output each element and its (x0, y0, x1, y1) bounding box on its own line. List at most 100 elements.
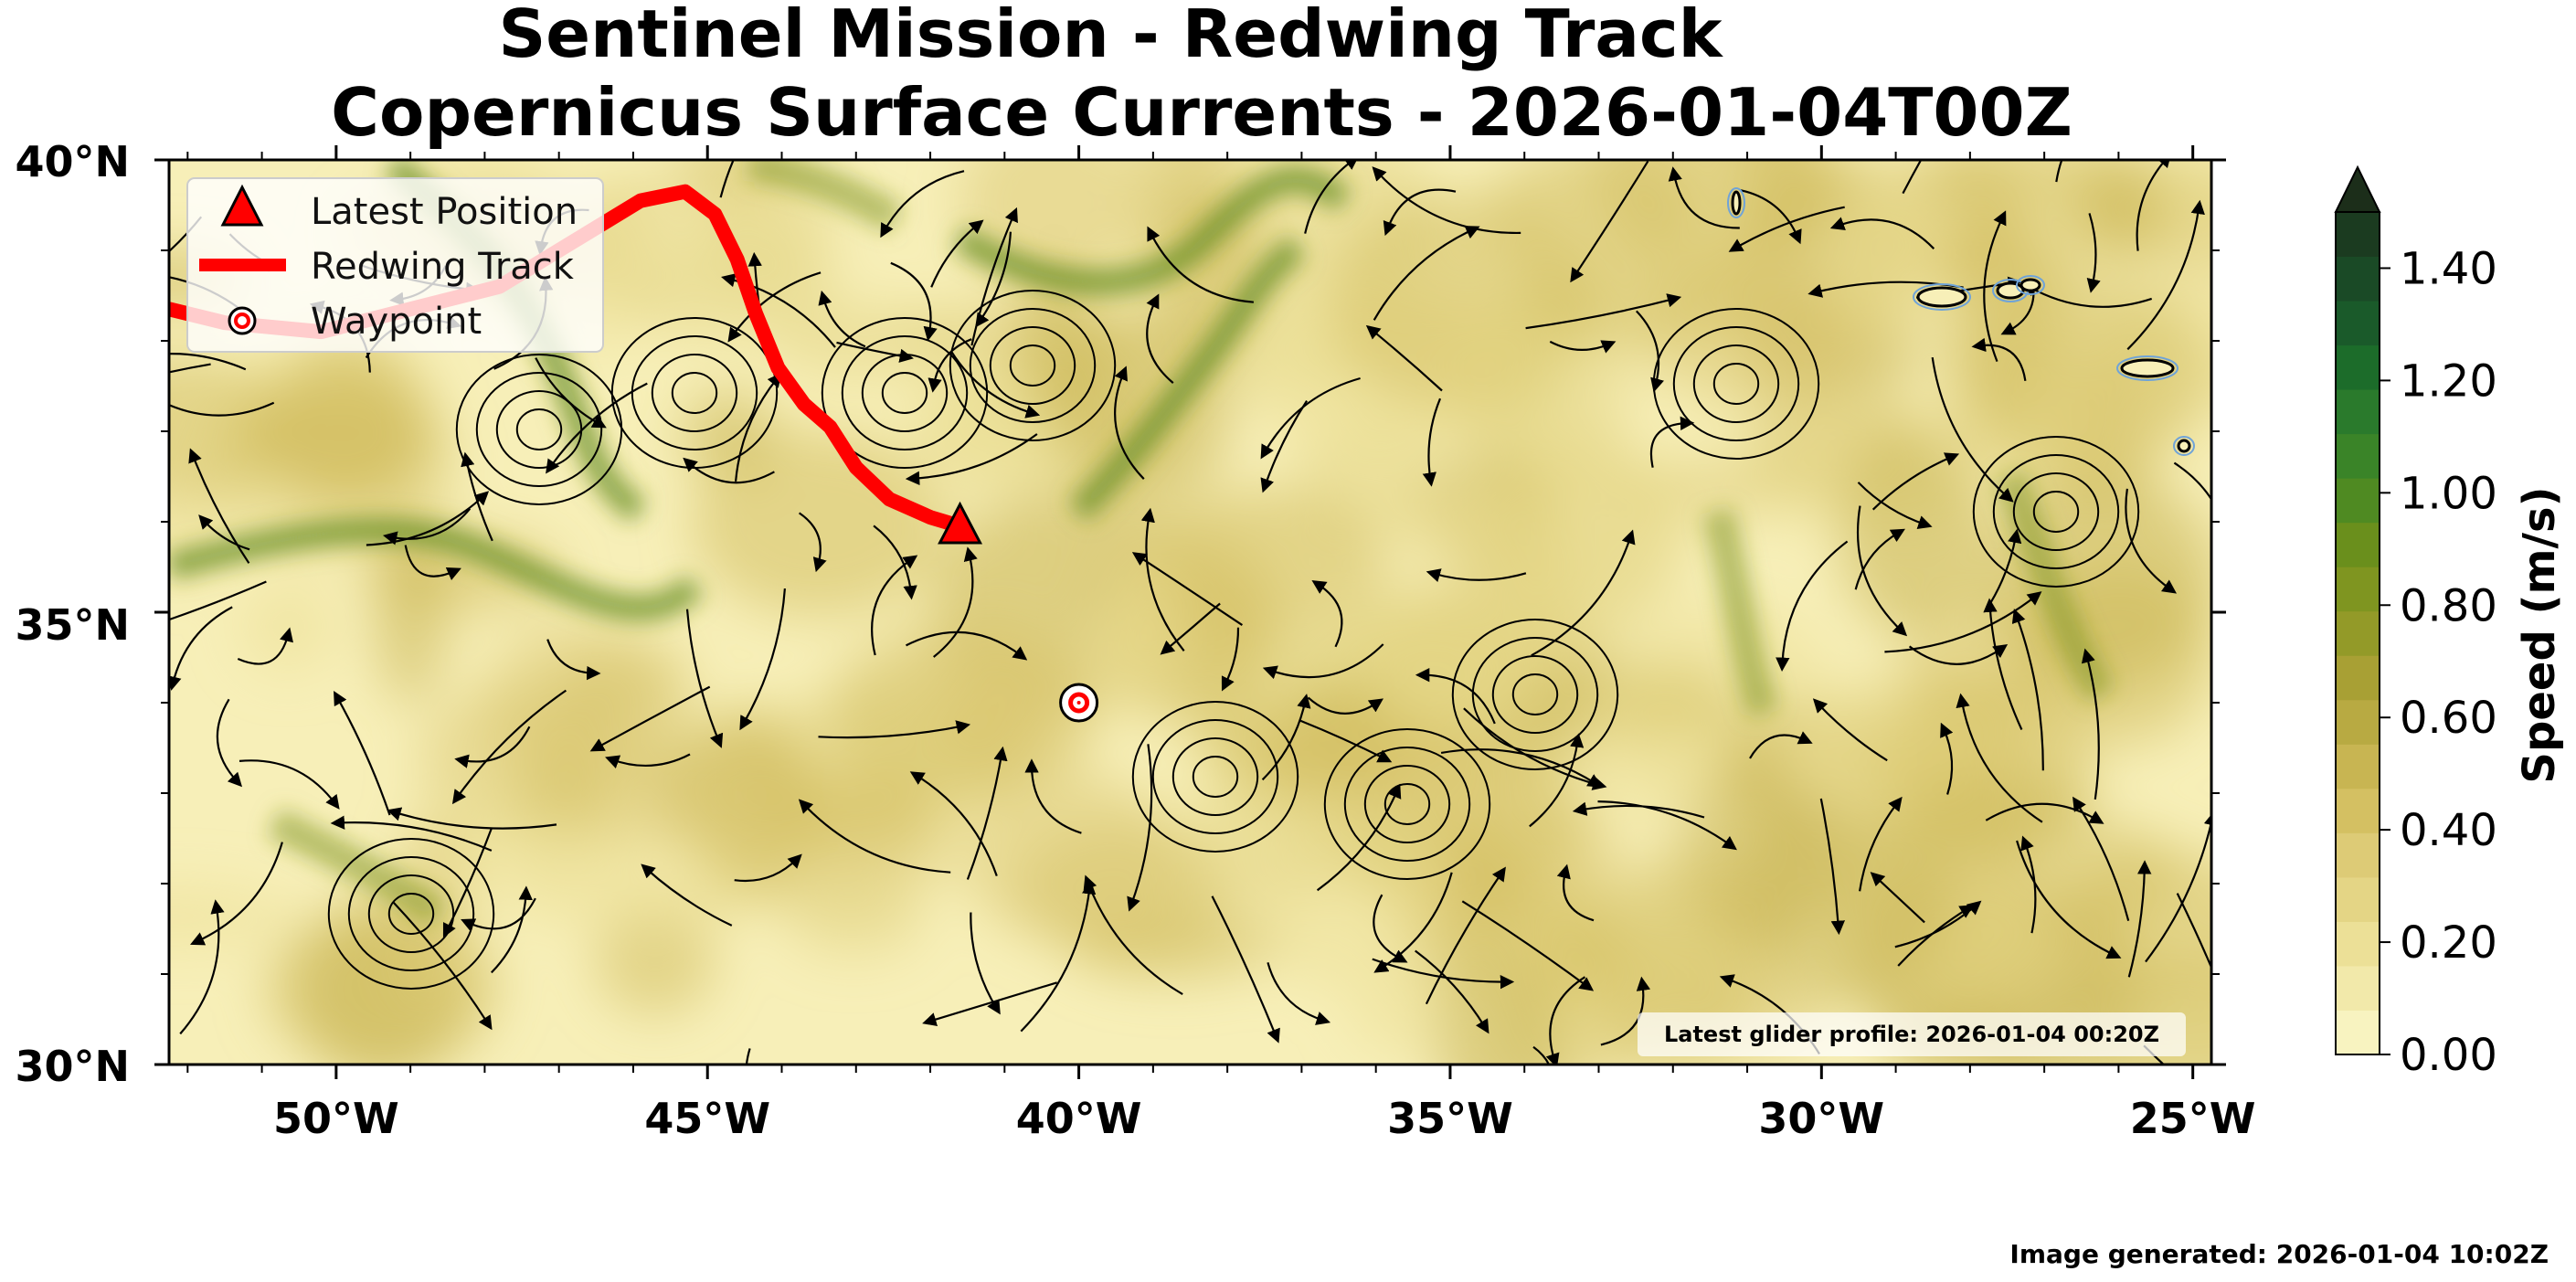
streamline (727, 271, 822, 343)
colorbar-bands (2336, 212, 2380, 1055)
speed-patch (1202, 703, 1456, 789)
image-generated-footer: Image generated: 2026-01-04 10:02Z (2009, 1239, 2549, 1269)
streamline (1383, 188, 1457, 237)
latest-position-triangle (938, 501, 983, 545)
colorbar-band (2336, 256, 2380, 302)
speed-patch (1730, 788, 1956, 1003)
colorbar-band (2336, 965, 2380, 1011)
legend-waypoint-label: Waypoint (311, 301, 482, 343)
speed-patch (2067, 851, 2211, 1000)
streamline (966, 746, 1008, 880)
speed-patch (1179, 780, 1357, 899)
streamline (641, 863, 733, 927)
island-halo (2116, 355, 2178, 381)
streamline (1531, 529, 1636, 657)
colorbar-band (2336, 522, 2380, 567)
streamline (1211, 895, 1280, 1044)
colorbar-band (2336, 567, 2380, 612)
streamline (2011, 608, 2044, 771)
speed-patch (1838, 421, 1984, 637)
island-halo (2173, 436, 2195, 456)
land-outlines (1727, 187, 2195, 456)
streamline (970, 912, 1001, 1015)
colorbar-band (2336, 610, 2380, 656)
eddy-streamline (1131, 701, 1299, 853)
latest-profile-annotation: Latest glider profile: 2026-01-04 00:20Z (1638, 1012, 2186, 1056)
colorbar-band (2336, 699, 2380, 745)
streamline (1415, 668, 1496, 725)
legend: Latest Position Redwing Track Waypoint (186, 177, 604, 353)
streamline (169, 363, 211, 374)
streamline (1020, 880, 1097, 1033)
streamline (2016, 840, 2122, 959)
island-outline (1916, 286, 1967, 308)
streamline (442, 828, 493, 938)
eddy-streamline (1712, 363, 1760, 405)
streamline (366, 491, 490, 546)
colorbar-tick-label: 1.00 (2400, 468, 2497, 519)
speed-patch (1108, 547, 1184, 692)
colorbar-tick-label: 1.20 (2400, 355, 2497, 407)
streamline (818, 720, 971, 739)
speed-patch (1013, 271, 1100, 431)
streamline (1365, 324, 1443, 392)
streamline (818, 290, 866, 348)
colorbar-tick-label: 0.20 (2400, 917, 2497, 969)
streamline (1146, 293, 1174, 384)
eddy-streamline (1471, 637, 1599, 752)
streamline (169, 606, 233, 691)
eddy-streamline (327, 838, 495, 990)
streamline (404, 545, 461, 581)
title-line-2: Copernicus Surface Currents - 2026-01-04… (331, 74, 2072, 151)
colorbar-band (2336, 744, 2380, 789)
streamline (1819, 798, 1846, 936)
streamline (605, 753, 691, 768)
eddy-streamline (515, 408, 563, 450)
streamline (871, 555, 918, 656)
eddy-streamline (631, 335, 758, 450)
axis-ticks (154, 145, 2226, 1079)
speed-patch (239, 580, 337, 673)
streamline (1372, 166, 1521, 235)
colorbar-band (2336, 1010, 2380, 1055)
streamline (2072, 796, 2130, 921)
streamline (734, 853, 802, 883)
lon-label-35w: 35°W (1387, 1094, 1513, 1143)
streamline (216, 698, 243, 788)
streamline (1971, 337, 2027, 381)
speed-patch (169, 885, 297, 948)
streamline (1749, 731, 1813, 759)
legend-box (186, 177, 604, 353)
eddy-streamline (387, 893, 435, 935)
streamline (1649, 416, 1695, 468)
colorbar-tick-label: 0.40 (2400, 805, 2497, 856)
streamline (1556, 863, 1595, 922)
legend-waypoint-icon-outer (228, 306, 257, 335)
colorbar-band (2336, 301, 2380, 346)
streamline (1425, 866, 1506, 1005)
streamline (1740, 189, 1802, 245)
colorbar-band (2336, 921, 2380, 967)
eddy-streamline (1363, 765, 1451, 843)
eddy-streamline (610, 317, 779, 469)
streamline (392, 901, 493, 1031)
streamline (1545, 976, 1586, 1065)
colorbar-ticks: 0.00 0.20 0.40 0.60 0.80 1.00 1.20 1.40 (2380, 243, 2497, 1081)
colorbar-tick-label: 0.00 (2400, 1030, 2497, 1081)
colorbar-extend-arrow (2334, 164, 2381, 213)
waypoint-center-dot (1076, 701, 1081, 705)
eddy-streamline (1323, 728, 1491, 880)
speed-patch (784, 877, 925, 958)
streamline (546, 639, 601, 681)
streamline (169, 397, 275, 417)
streamline (2127, 860, 2152, 978)
streamline (2022, 282, 2153, 308)
legend-waypoint-icon-inner (234, 313, 250, 329)
speed-patch (1517, 264, 1769, 345)
speed-patch (1509, 432, 1676, 650)
eddy-streamline (347, 856, 475, 971)
speed-jet (747, 160, 904, 233)
streamline (906, 630, 1028, 661)
streamline (451, 689, 567, 805)
